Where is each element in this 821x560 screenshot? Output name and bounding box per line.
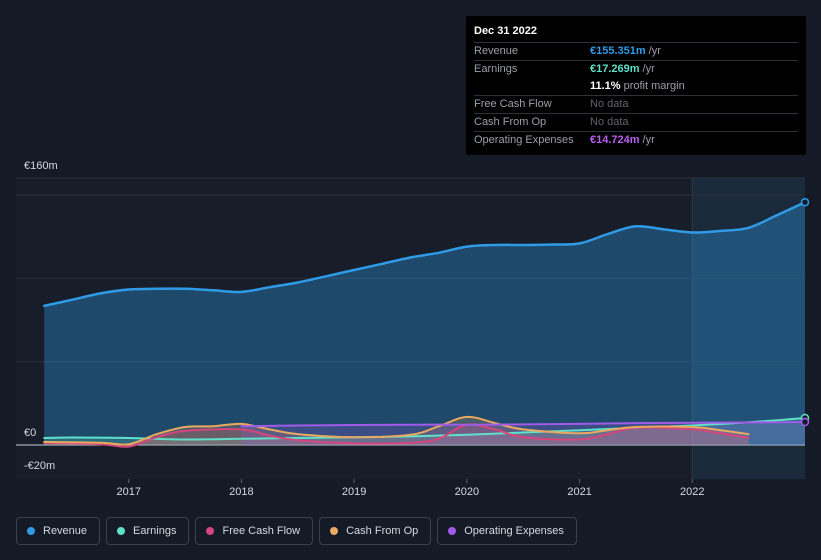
tooltip-date: Dec 31 2022 xyxy=(474,24,798,43)
area-revenue xyxy=(44,202,805,445)
tooltip-label: Cash From Op xyxy=(474,116,547,128)
legend-label: Cash From Op xyxy=(346,525,419,537)
legend-item-cash-from-op[interactable]: Cash From Op xyxy=(319,517,432,545)
legend-dot-icon xyxy=(206,527,215,535)
x-tick-label-2019: 2019 xyxy=(342,486,366,498)
legend-item-revenue[interactable]: Revenue xyxy=(16,517,101,545)
tooltip-label xyxy=(474,78,590,95)
tooltip-value: No data xyxy=(590,116,629,128)
tooltip-suffix: profit margin xyxy=(623,80,685,92)
legend-item-free-cash-flow[interactable]: Free Cash Flow xyxy=(195,517,314,545)
legend-dot-icon xyxy=(330,527,339,535)
tooltip-row-revenue: Revenue €155.351m /yr xyxy=(474,43,798,61)
tooltip-row-margin: 11.1% profit margin xyxy=(474,78,798,96)
tooltip-row-earnings: Earnings €17.269m /yr xyxy=(474,61,798,78)
tooltip-value: No data xyxy=(590,98,629,110)
line-operating-expenses xyxy=(240,421,806,428)
endpoint-marker-operating-expenses xyxy=(800,417,810,427)
tooltip-label: Operating Expenses xyxy=(474,134,574,146)
legend-label: Operating Expenses xyxy=(464,525,564,537)
y-tick-bottom: -€20m xyxy=(24,460,56,472)
x-tick-label-2020: 2020 xyxy=(455,486,479,498)
tooltip-row-fcf: Free Cash Flow No data xyxy=(474,96,798,114)
legend-dot-icon xyxy=(448,527,457,535)
data-tooltip: Dec 31 2022 Revenue €155.351m /yr Earnin… xyxy=(466,16,806,155)
tooltip-value: €17.269m xyxy=(590,63,640,75)
legend-item-earnings[interactable]: Earnings xyxy=(106,517,190,545)
legend-label: Revenue xyxy=(43,525,88,537)
legend-dot-icon xyxy=(117,527,126,535)
tooltip-row-opex: Operating Expenses €14.724m /yr xyxy=(474,132,798,149)
tooltip-value: €14.724m xyxy=(590,134,640,146)
tooltip-label: Free Cash Flow xyxy=(474,98,552,110)
tooltip-suffix: /yr xyxy=(648,45,661,57)
tooltip-value: 11.1% xyxy=(590,80,621,92)
x-tick-label-2021: 2021 xyxy=(567,486,591,498)
chart-legend: Revenue Earnings Free Cash Flow Cash Fro… xyxy=(16,517,577,545)
tooltip-suffix: /yr xyxy=(642,134,655,146)
line-revenue xyxy=(42,200,807,308)
area-earnings xyxy=(44,418,805,445)
legend-label: Earnings xyxy=(133,525,177,537)
endpoint-marker-revenue xyxy=(800,197,810,207)
tooltip-label: Earnings xyxy=(474,63,518,75)
tooltip-row-cfo: Cash From Op No data xyxy=(474,114,798,132)
legend-item-operating-expenses[interactable]: Operating Expenses xyxy=(437,517,577,545)
legend-label: Free Cash Flow xyxy=(222,525,301,537)
tooltip-label: Revenue xyxy=(474,45,519,57)
x-tick-label-2017: 2017 xyxy=(116,486,140,498)
tooltip-suffix: /yr xyxy=(642,63,655,75)
y-tick-zero: €0 xyxy=(24,427,37,439)
y-tick-top: €160m xyxy=(24,160,58,172)
x-tick-label-2022: 2022 xyxy=(680,486,704,498)
legend-dot-icon xyxy=(27,527,35,535)
line-cash-from-op xyxy=(43,415,750,446)
tooltip-value: €155.351m xyxy=(590,45,646,57)
x-tick-label-2018: 2018 xyxy=(229,486,253,498)
area-cash-from-op xyxy=(44,416,749,445)
